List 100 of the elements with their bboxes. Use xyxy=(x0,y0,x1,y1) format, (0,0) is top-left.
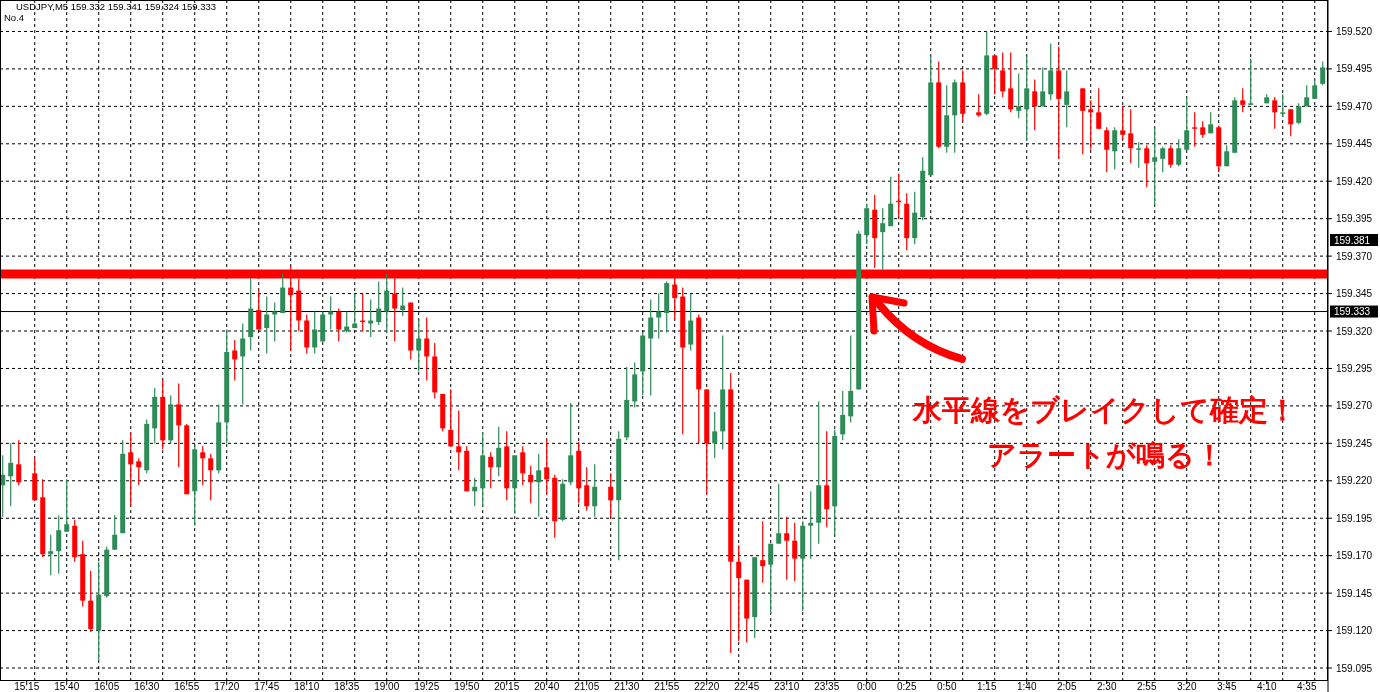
candlestick xyxy=(1008,51,1014,113)
candlestick xyxy=(1312,78,1318,100)
candlestick xyxy=(1240,87,1246,113)
x-tick-label: 20:40 xyxy=(534,681,560,692)
y-tick-label: 159.445 xyxy=(1336,138,1373,150)
candlestick xyxy=(1088,99,1094,151)
candlestick xyxy=(1136,141,1142,169)
candlestick xyxy=(496,426,502,477)
x-tick-label: 4:35 xyxy=(1296,681,1317,692)
x-tick-label: 21:30 xyxy=(614,681,640,692)
x-tick-label: 19:25 xyxy=(414,681,440,692)
candlestick xyxy=(1152,126,1158,206)
y-tick-label: 159.295 xyxy=(1336,362,1373,374)
candlestick xyxy=(1080,87,1086,155)
candlestick xyxy=(472,477,478,507)
candlestick xyxy=(1168,144,1174,169)
x-tick-label: 22:20 xyxy=(694,681,720,692)
candlestick xyxy=(1032,78,1038,131)
x-tick-label: 3:45 xyxy=(1216,681,1237,692)
x-tick-label: 2:55 xyxy=(1136,681,1157,692)
x-tick-label: 2:30 xyxy=(1096,681,1117,692)
candlestick xyxy=(792,522,798,582)
candlestick xyxy=(416,319,422,373)
x-tick-label: 16:55 xyxy=(174,681,200,692)
candlestick xyxy=(1064,69,1070,128)
candlestick xyxy=(56,514,62,575)
candlestick xyxy=(384,273,390,334)
y-tick-label: 159.420 xyxy=(1336,175,1373,187)
candlestick xyxy=(368,298,374,338)
x-tick-label: 4:10 xyxy=(1256,681,1277,692)
y-tick-label: 159.520 xyxy=(1336,25,1373,37)
candlestick xyxy=(128,432,134,507)
candlestick xyxy=(1160,146,1166,173)
x-tick-label: 2:05 xyxy=(1056,681,1077,692)
x-tick-label: 18:35 xyxy=(334,681,360,692)
y-tick-label: 159.220 xyxy=(1336,475,1373,487)
candlestick xyxy=(1176,138,1182,167)
x-tick-label: 18:10 xyxy=(294,681,320,692)
y-tick-label: 159.320 xyxy=(1336,325,1373,337)
x-tick-label: 16:05 xyxy=(94,681,120,692)
candlestick xyxy=(344,310,350,334)
x-tick-label: 0:00 xyxy=(856,681,877,692)
candlestick xyxy=(1024,54,1030,142)
x-tick-label: 0:50 xyxy=(936,681,957,692)
candlestick xyxy=(1120,105,1126,140)
y-tick-label: 159.270 xyxy=(1336,400,1373,412)
candlestick xyxy=(1128,108,1134,164)
x-tick-label: 21:05 xyxy=(574,681,600,692)
y-tick-label: 159.495 xyxy=(1336,63,1373,75)
candlestick xyxy=(1040,66,1046,107)
candlestick xyxy=(648,298,654,397)
x-tick-label: 21:55 xyxy=(654,681,680,692)
candlestick xyxy=(1144,144,1150,188)
candlestick xyxy=(208,453,214,501)
candlestick xyxy=(760,520,766,584)
candlestick xyxy=(992,54,998,95)
y-tick-label: 159.245 xyxy=(1336,437,1373,449)
chart-title: USDJPY,M5 159.332 159.341 159.324 159.333 xyxy=(16,1,217,12)
y-tick-label: 159.170 xyxy=(1336,550,1373,562)
candlestick xyxy=(328,295,334,331)
candlestick xyxy=(840,390,846,441)
candlestick xyxy=(16,439,22,486)
candlestick xyxy=(424,316,430,382)
candlestick xyxy=(584,466,590,512)
candlestick xyxy=(1096,87,1102,130)
candlestick xyxy=(176,382,182,468)
candlestick xyxy=(400,286,406,317)
candlestick xyxy=(272,301,278,343)
candlestick xyxy=(824,430,830,528)
x-tick-label: 17:45 xyxy=(254,681,280,692)
x-tick-label: 1:15 xyxy=(976,681,997,692)
x-tick-label: 1:40 xyxy=(1016,681,1037,692)
candlestick xyxy=(888,176,894,227)
candlestick xyxy=(688,292,694,352)
candlestick xyxy=(808,490,814,560)
candlestick xyxy=(880,207,886,271)
candlestick xyxy=(768,543,774,615)
candlestick xyxy=(352,292,358,329)
candlestick xyxy=(1296,102,1302,125)
candlestick xyxy=(1104,126,1110,173)
candlestick xyxy=(232,339,238,382)
candlestick xyxy=(712,411,718,459)
candlestick xyxy=(1048,42,1054,101)
candlestick xyxy=(1288,108,1294,137)
candlestick xyxy=(1000,51,1006,98)
candlestick xyxy=(1112,126,1118,170)
candlestick xyxy=(48,534,54,576)
candlestick xyxy=(1016,72,1022,119)
candlestick xyxy=(1192,111,1198,148)
ref-line-label: 159.333 xyxy=(1334,306,1371,318)
x-tick-label: 15:15 xyxy=(14,681,40,692)
y-tick-label: 159.095 xyxy=(1336,662,1373,674)
candlestick xyxy=(200,445,206,486)
candlestick xyxy=(240,322,246,406)
y-tick-label: 159.345 xyxy=(1336,288,1373,300)
candlestick xyxy=(544,439,550,495)
y-tick-label: 159.395 xyxy=(1336,213,1373,225)
candlestick xyxy=(528,465,534,504)
candlestick xyxy=(264,295,270,355)
candlestick xyxy=(64,478,70,533)
